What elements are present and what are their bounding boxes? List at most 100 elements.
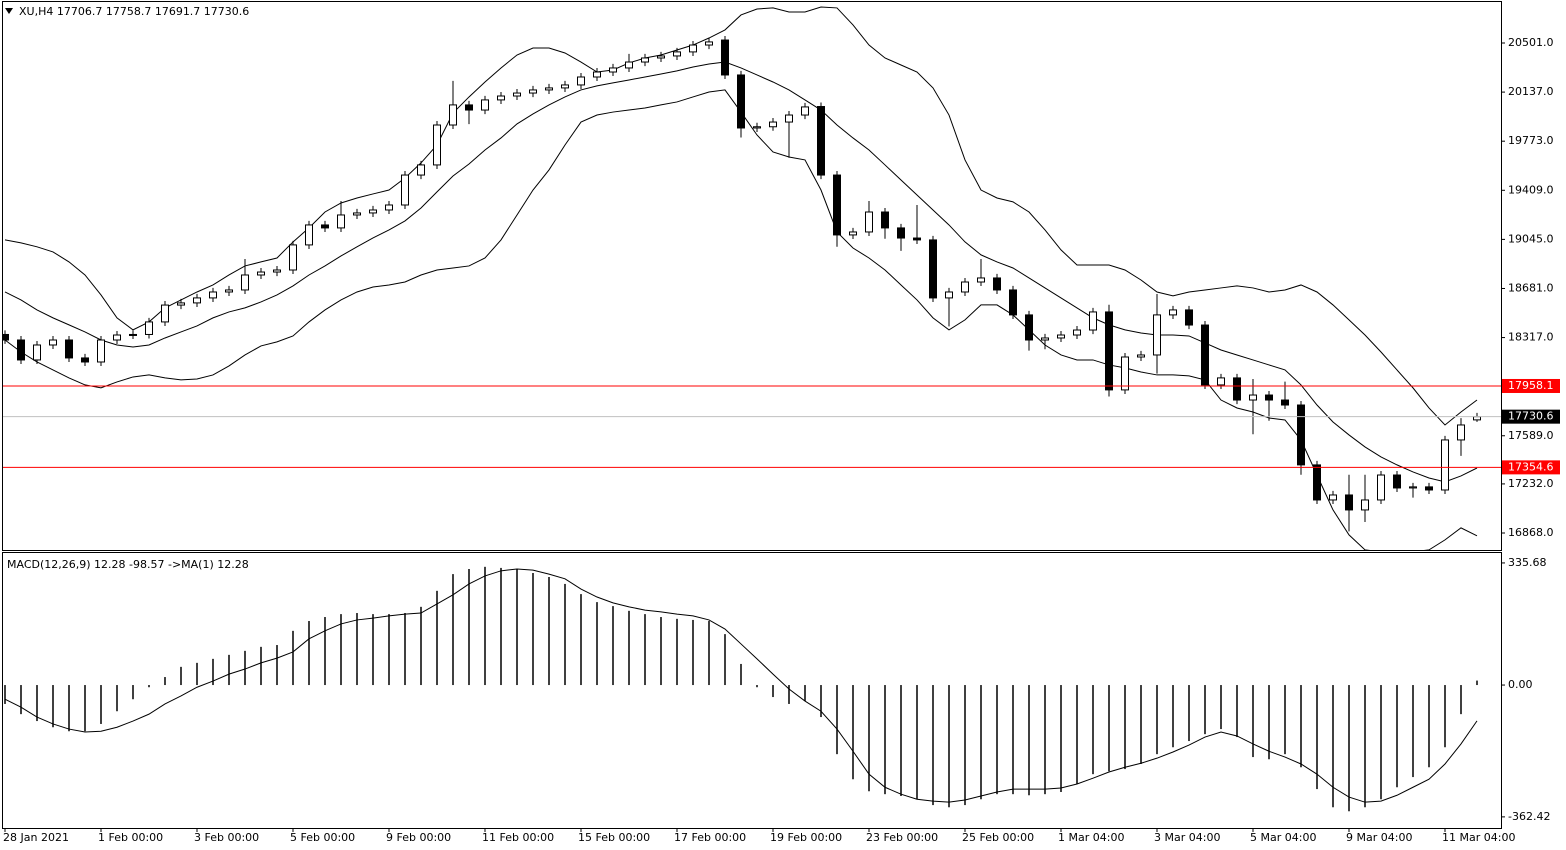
- x-tick-label: 19 Feb 00:00: [770, 831, 842, 844]
- candle-body: [17, 339, 25, 361]
- candle-body: [705, 41, 713, 46]
- candle-body: [113, 334, 121, 341]
- candle-body: [385, 204, 393, 211]
- candle-body: [673, 51, 681, 57]
- price-title: XU,H4 17706.7 17758.7 17691.7 17730.6: [19, 5, 249, 18]
- candle-body: [977, 277, 985, 283]
- candle-body: [401, 174, 409, 206]
- candle-body: [305, 224, 313, 246]
- candle-body: [769, 121, 777, 128]
- candle-body: [1217, 377, 1225, 386]
- candle-body: [33, 344, 41, 361]
- x-tick-label: 17 Feb 00:00: [674, 831, 746, 844]
- candle-body: [1409, 486, 1417, 489]
- candle-body: [1377, 474, 1385, 501]
- candle-body: [929, 239, 937, 299]
- candle-body: [1233, 377, 1241, 401]
- candle-body: [785, 114, 793, 123]
- y-tick-label: 19773.0: [1508, 134, 1554, 147]
- candle-body: [561, 84, 569, 89]
- candle-body: [497, 95, 505, 101]
- candle-body: [897, 227, 905, 239]
- candle-body: [1121, 356, 1129, 391]
- candle-body: [961, 281, 969, 293]
- candle-body: [529, 89, 537, 94]
- candle-body: [353, 212, 361, 216]
- candle-body: [241, 274, 249, 291]
- candle-body: [689, 44, 697, 53]
- last-price-box: [1502, 409, 1560, 424]
- level-label-box: [1502, 378, 1560, 393]
- x-tick-label: 23 Feb 00:00: [866, 831, 938, 844]
- candle-body: [1185, 309, 1193, 326]
- macd-title: MACD(12,26,9) 12.28 -98.57 ->MA(1) 12.28: [7, 558, 249, 571]
- candle-body: [817, 106, 825, 176]
- x-tick-label: 1 Feb 00:00: [98, 831, 163, 844]
- bollinger-line: [4, 6, 1478, 426]
- candle-body: [369, 209, 377, 214]
- candle-body: [657, 55, 665, 59]
- x-tick-label: 9 Mar 04:00: [1346, 831, 1412, 844]
- y-tick-label: 19409.0: [1508, 183, 1554, 196]
- level-label: 17354.6: [1508, 460, 1554, 473]
- y-tick-label: 335.68: [1508, 556, 1547, 569]
- candle-body: [1041, 337, 1049, 341]
- candle-body: [881, 211, 889, 229]
- candle-body: [737, 74, 745, 129]
- candle-body: [193, 297, 201, 304]
- candle-body: [1153, 314, 1161, 356]
- x-tick-label: 5 Mar 04:00: [1250, 831, 1316, 844]
- candle-body: [417, 164, 425, 176]
- candle-body: [913, 237, 921, 241]
- candle-body: [833, 174, 841, 236]
- level-label: 17958.1: [1508, 379, 1554, 392]
- x-tick-label: 9 Feb 00:00: [386, 831, 451, 844]
- candle-body: [225, 289, 233, 293]
- candle-body: [337, 214, 345, 229]
- candle-body: [1201, 324, 1209, 386]
- x-tick-label: 28 Jan 2021: [3, 831, 69, 844]
- candle-body: [273, 269, 281, 273]
- y-tick-label: 18317.0: [1508, 331, 1554, 344]
- candle-body: [849, 231, 857, 236]
- y-tick-label: -362.42: [1508, 810, 1550, 823]
- candle-body: [49, 339, 57, 346]
- y-tick-label: 17589.0: [1508, 429, 1554, 442]
- candle-body: [209, 291, 217, 299]
- y-tick-label: 19045.0: [1508, 232, 1554, 245]
- candle-body: [81, 357, 89, 363]
- candle-body: [321, 224, 329, 229]
- candle-body: [3, 333, 9, 341]
- candle-body: [593, 71, 601, 78]
- bollinger-line: [4, 61, 1478, 483]
- collapse-icon[interactable]: [5, 8, 13, 14]
- x-tick-label: 3 Mar 04:00: [1154, 831, 1220, 844]
- candle-body: [993, 277, 1001, 291]
- candle-body: [1393, 474, 1401, 489]
- candle-body: [609, 67, 617, 73]
- signal-line: [4, 568, 1478, 803]
- candle-body: [1361, 499, 1369, 511]
- price-panel-border: [2, 1, 1502, 551]
- candle-body: [577, 76, 585, 86]
- candle-body: [753, 126, 761, 129]
- candle-body: [1345, 494, 1353, 511]
- candle-body: [177, 302, 185, 306]
- level-label-box: [1502, 460, 1560, 475]
- candle-body: [1105, 311, 1113, 391]
- x-tick-label: 25 Feb 00:00: [962, 831, 1034, 844]
- candle-body: [545, 87, 553, 91]
- candle-body: [721, 39, 729, 76]
- price-plot: [3, 6, 1501, 550]
- y-tick-label: 20137.0: [1508, 85, 1554, 98]
- macd-panel-border: [2, 552, 1502, 829]
- candle-body: [1265, 394, 1273, 401]
- x-tick-label: 11 Feb 00:00: [482, 831, 554, 844]
- candle-body: [1281, 399, 1289, 406]
- y-tick-label: 16868.0: [1508, 526, 1554, 539]
- candle-body: [1009, 289, 1017, 316]
- candle-body: [1025, 314, 1033, 341]
- x-tick-label: 11 Mar 04:00: [1442, 831, 1515, 844]
